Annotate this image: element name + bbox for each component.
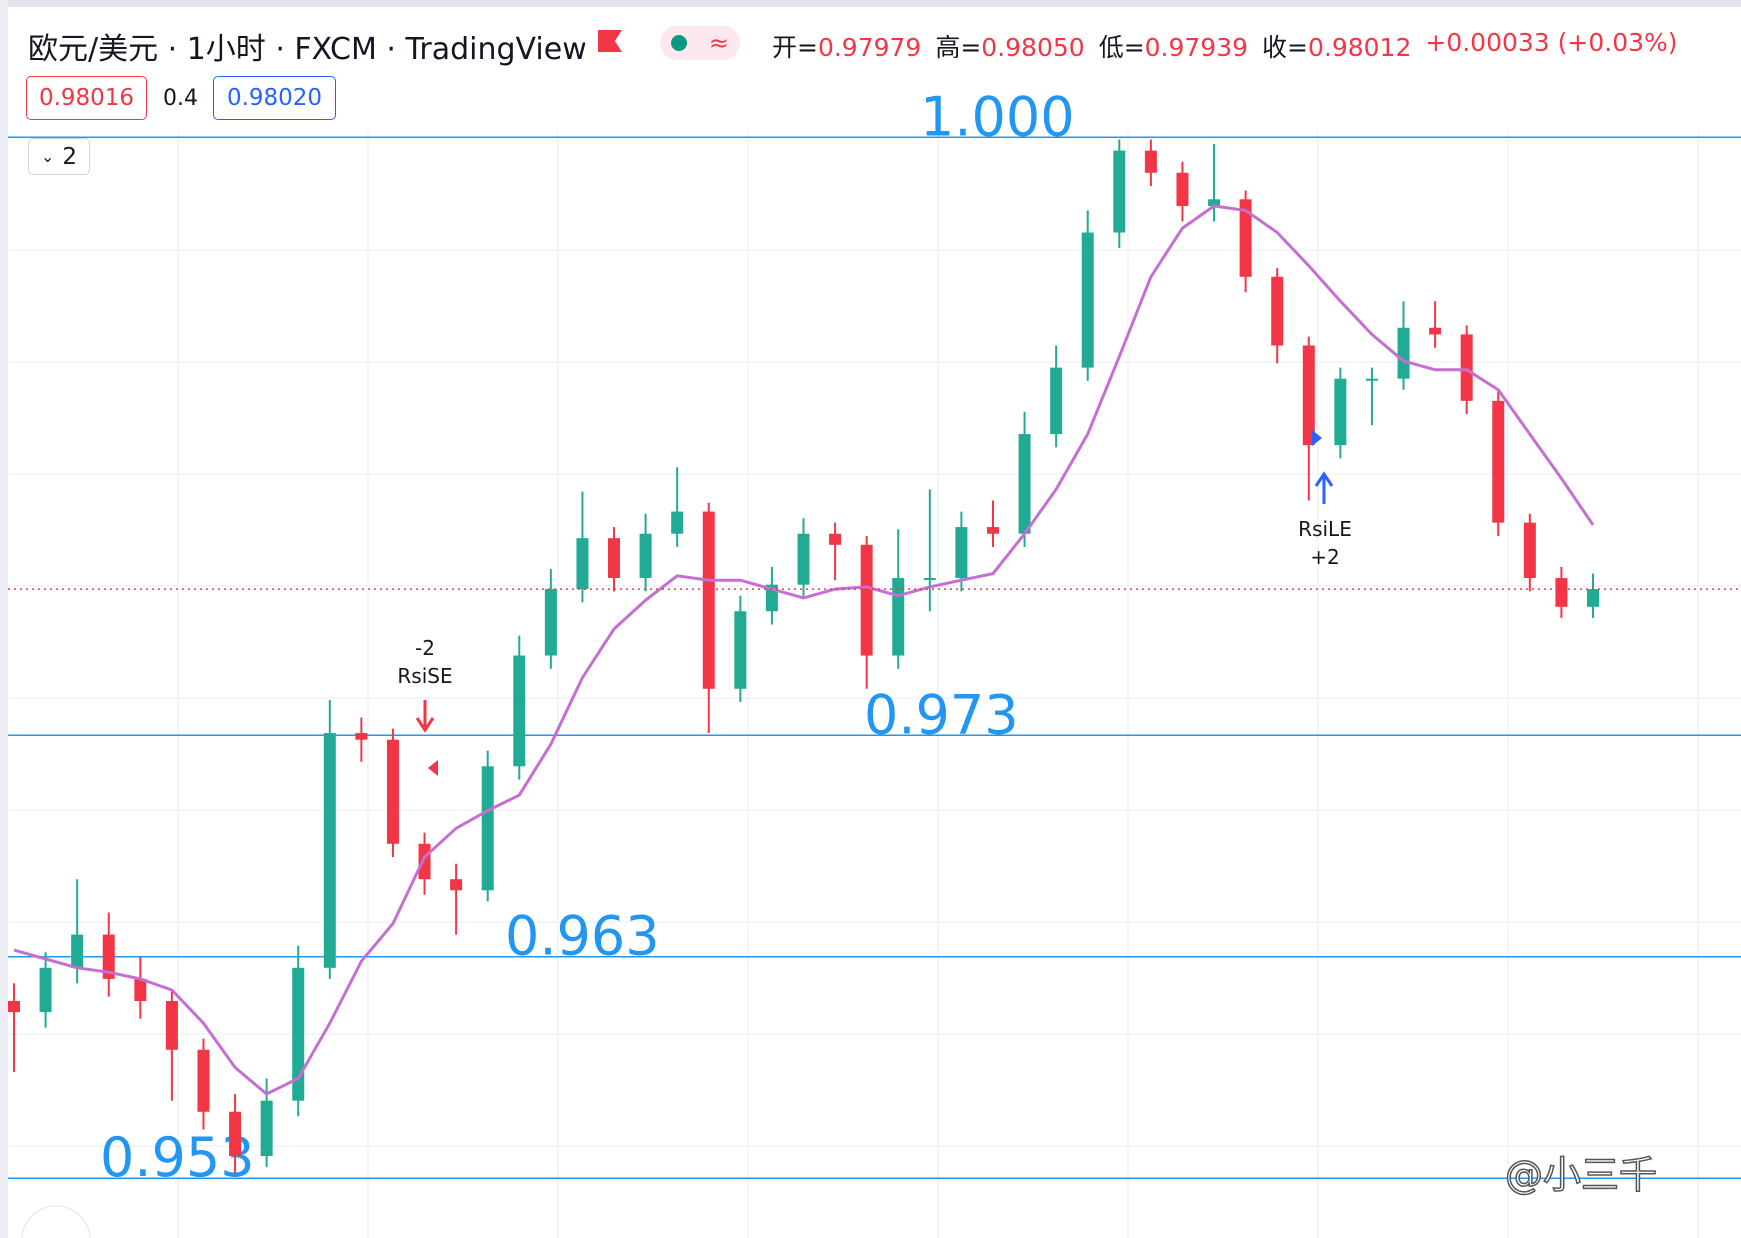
chevron: ⌄ xyxy=(40,147,55,166)
buy-arrow xyxy=(1314,471,1334,504)
sell-marker xyxy=(428,760,438,776)
approx-icon: ≈ xyxy=(708,29,730,57)
change: +0.00033 (+0.03%) xyxy=(1425,28,1678,57)
ohlc-value: 0.98050 xyxy=(981,33,1085,62)
candle-body xyxy=(1144,150,1157,173)
ohlc-item: 低=0.97939 xyxy=(1099,28,1248,64)
candle-body xyxy=(260,1100,273,1157)
candle-body xyxy=(1397,327,1410,379)
candle-body xyxy=(1081,232,1094,368)
collapse-count: 2 xyxy=(62,143,78,170)
candle-body xyxy=(923,578,936,581)
ohlc-label: 高= xyxy=(935,33,982,62)
ohlc-label: 开= xyxy=(772,33,818,62)
plot: 1.000 0.973 0.963 0.953 xyxy=(8,85,1741,1189)
candle-body xyxy=(829,533,842,545)
candle-body xyxy=(860,544,873,656)
candle-body xyxy=(323,733,336,968)
moving-average xyxy=(13,204,1595,1096)
top-border xyxy=(0,0,1741,7)
ohlc-value: 0.97979 xyxy=(817,33,922,62)
level-label: 0.963 xyxy=(505,905,660,968)
buy-marker xyxy=(1312,430,1322,446)
candle-body xyxy=(1208,199,1221,206)
annotation: RsiSE xyxy=(397,664,452,688)
candle-body xyxy=(450,879,463,891)
level-label: 0.973 xyxy=(864,683,1019,746)
candle-body xyxy=(1492,400,1505,523)
candle-body xyxy=(1050,367,1063,435)
candle-body xyxy=(1460,334,1473,401)
candle-body xyxy=(71,934,84,968)
ohlc-value: 0.97939 xyxy=(1144,33,1249,62)
ohlc: 开=0.97979 高=0.98050 低=0.97939 收=0.98012 +0.0… xyxy=(772,28,1678,64)
grid xyxy=(8,130,1741,1238)
ohlc-item: 收=0.98012 xyxy=(1262,28,1411,64)
candle-body xyxy=(1334,378,1347,446)
level-label: 0.953 xyxy=(100,1126,255,1189)
candle-body xyxy=(1018,434,1031,534)
candle-body xyxy=(639,533,652,579)
ohlc-item: 开=0.97979 xyxy=(772,28,921,64)
annotation: +2 xyxy=(1310,545,1339,569)
bid-button[interactable]: 0.98016 xyxy=(26,76,147,120)
candle-body xyxy=(702,511,715,689)
candle-body xyxy=(1555,578,1568,607)
ask-button[interactable]: 0.98020 xyxy=(213,76,336,120)
sell-arrow xyxy=(415,700,435,733)
status-pill[interactable]: ≈ xyxy=(660,26,740,60)
candle-body xyxy=(165,1001,178,1050)
logo xyxy=(21,1205,91,1238)
candle-body xyxy=(671,511,684,534)
candle-body xyxy=(986,527,999,534)
candle-body xyxy=(955,527,968,579)
candle-body xyxy=(481,766,494,891)
candle-body xyxy=(102,934,115,979)
flag-icon[interactable] xyxy=(598,30,622,52)
candle-body xyxy=(1239,199,1252,277)
candle-body xyxy=(1429,327,1442,335)
status-dot xyxy=(670,35,687,51)
ohlc-value: 0.98012 xyxy=(1307,33,1412,62)
ohlc-label: 收= xyxy=(1262,33,1308,62)
candle-body xyxy=(386,739,399,844)
candle-body xyxy=(544,589,557,656)
candle-body xyxy=(892,578,905,656)
candle-body xyxy=(39,967,52,1013)
ohlc-item: 高=0.98050 xyxy=(935,28,1084,64)
candle-body xyxy=(355,733,368,740)
candle-body xyxy=(608,538,621,579)
annotation: -2 xyxy=(415,636,435,660)
candle-body xyxy=(576,538,589,590)
candle-body xyxy=(1113,150,1126,233)
candle-body xyxy=(197,1049,210,1112)
candle-body xyxy=(8,1001,20,1013)
candle-body xyxy=(229,1111,242,1157)
ohlc-label: 低= xyxy=(1098,33,1145,62)
candle-body xyxy=(418,843,431,880)
left-border xyxy=(0,0,8,1238)
candle-body xyxy=(1365,378,1378,381)
watermark: @小三千 xyxy=(1505,1153,1657,1197)
symbol: 欧元/美元 · 1小时 · FXCM · TradingView xyxy=(28,32,587,67)
candle-body xyxy=(134,978,147,1002)
candle-body xyxy=(513,655,526,767)
candle-body xyxy=(1523,522,1536,579)
candle-body xyxy=(292,967,305,1101)
candle-body xyxy=(734,611,747,689)
spread: 0.4 xyxy=(163,86,198,111)
candle-body xyxy=(1302,345,1315,446)
candle-body xyxy=(797,533,810,585)
candle-body xyxy=(1176,172,1189,206)
candle-body xyxy=(1587,589,1599,607)
level-label: 1.000 xyxy=(920,85,1075,148)
collapse-button[interactable]: ⌄ 2 xyxy=(28,138,90,175)
annotation: RsiLE xyxy=(1298,517,1352,541)
candle-body xyxy=(1271,276,1284,346)
